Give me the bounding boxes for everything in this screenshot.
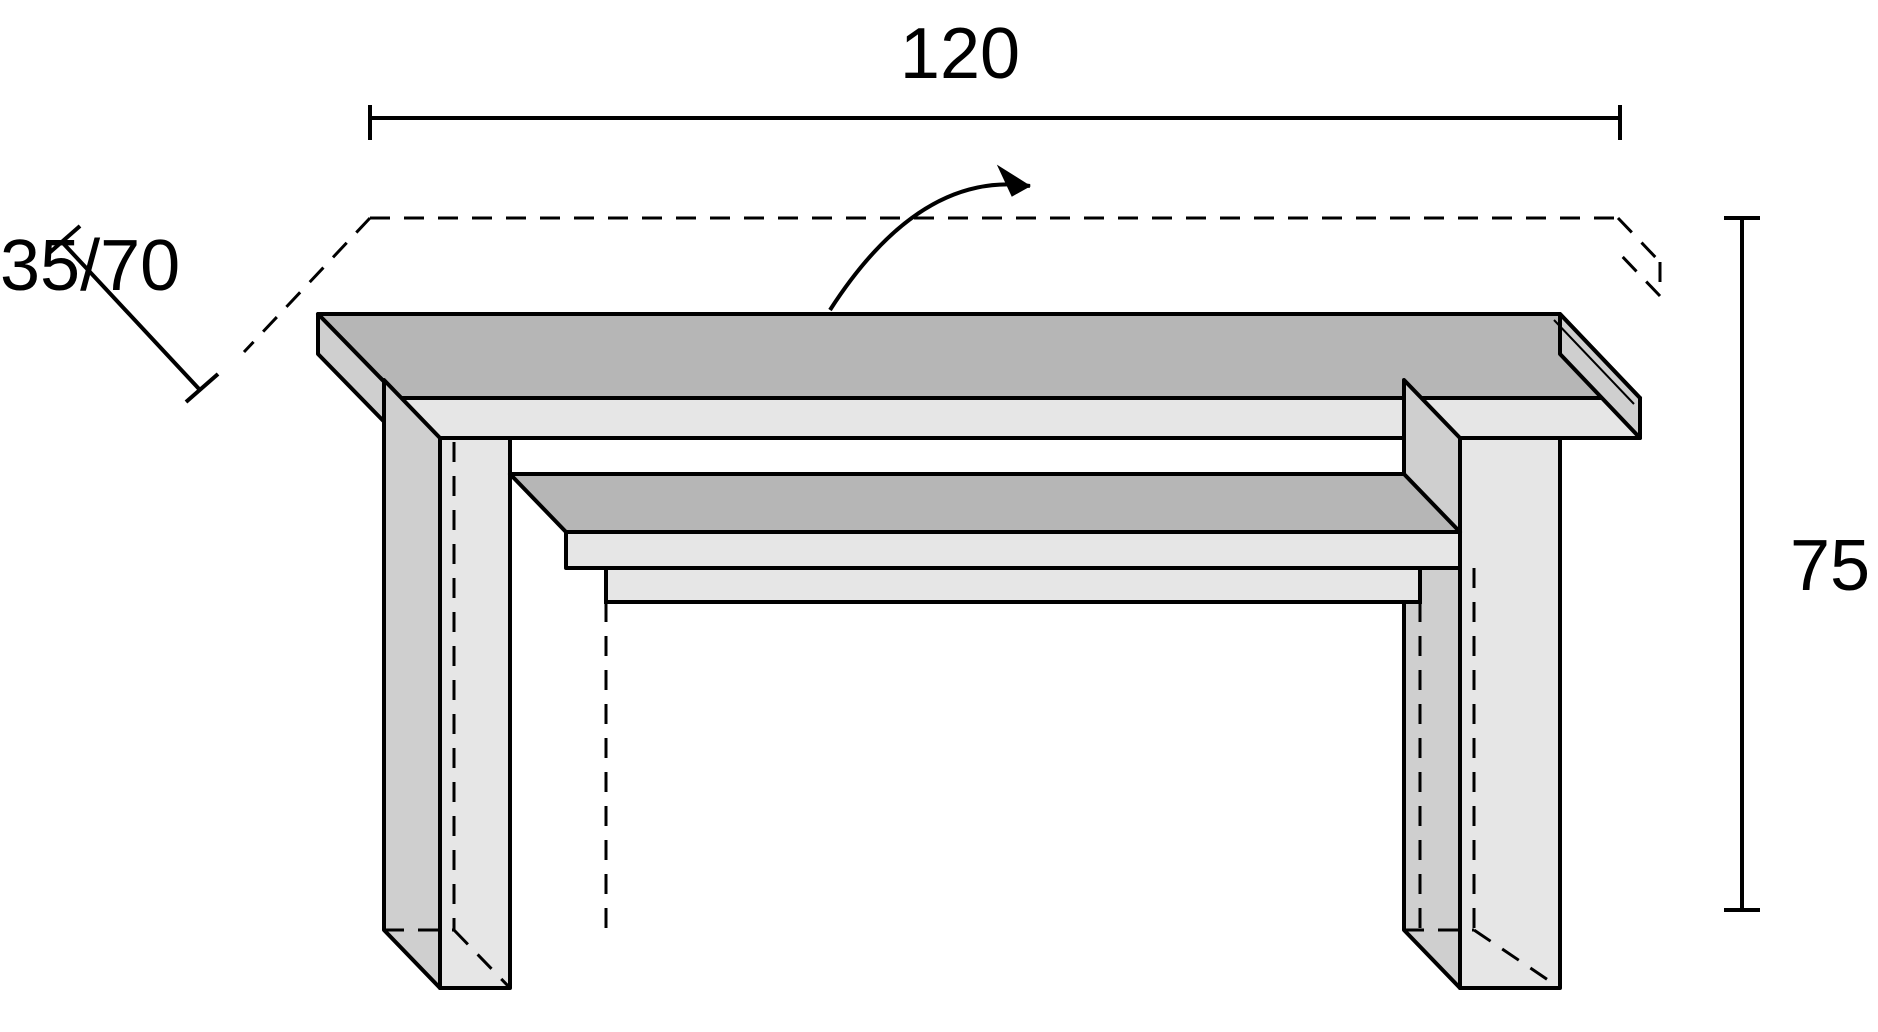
extended-top-right-edge xyxy=(1618,218,1660,262)
dim-depth-label: 35/70 xyxy=(0,226,180,306)
fold-arrow xyxy=(830,166,1030,310)
dimension-width: 120 xyxy=(370,14,1620,140)
apron xyxy=(606,568,1420,602)
left-leg xyxy=(384,380,510,988)
right-leg-side xyxy=(1404,380,1460,988)
fold-arrow-head xyxy=(998,166,1030,196)
right-leg xyxy=(1404,380,1560,988)
fold-arrow-curve xyxy=(830,184,1030,310)
dimension-height: 75 xyxy=(1724,218,1870,910)
extended-top-right-drop xyxy=(1618,252,1660,296)
shelf xyxy=(510,474,1460,568)
dim-width-label: 120 xyxy=(900,14,1020,94)
tabletop-top-face xyxy=(318,314,1640,398)
shelf-top xyxy=(510,474,1460,532)
left-leg-front xyxy=(440,438,510,988)
dimension-depth: 35/70 xyxy=(0,226,218,402)
apron-front xyxy=(606,568,1420,602)
left-leg-side xyxy=(384,380,440,988)
dim-height-label: 75 xyxy=(1790,526,1870,606)
shelf-front xyxy=(566,532,1460,568)
